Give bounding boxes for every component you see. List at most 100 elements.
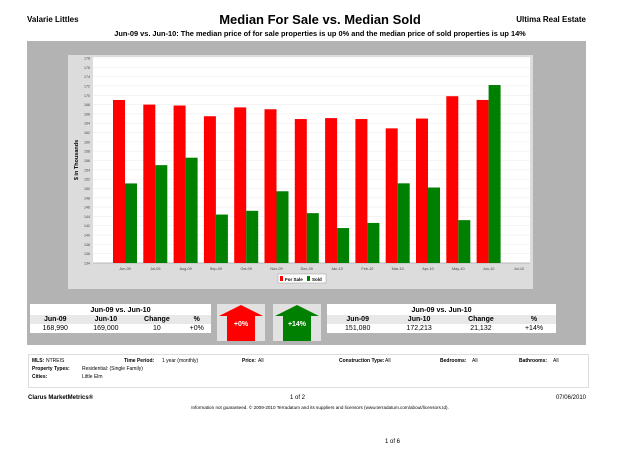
y-tick-label: 174 [84,75,90,79]
col-header: Jun-10 [80,315,132,324]
value: All [385,358,391,364]
col-header: Jun-09 [30,315,81,324]
value: 1 year (monthly) [162,358,199,364]
page-title: Median For Sale vs. Median Sold [219,12,421,27]
col-header: % [182,315,211,324]
bar-sold-Apr-10 [428,187,440,263]
bar-for-sale-Jun-10 [476,99,489,263]
y-tick-label: 138 [84,243,90,247]
sold-change-pct: +14% [288,321,307,328]
bar-sold-Jun-10 [488,85,501,263]
x-tick-label: Feb-10 [361,267,373,271]
label: Cities: [32,374,48,380]
up-arrow-icon: +14% [275,305,319,341]
bar-for-sale-Sep-09 [203,116,216,263]
x-tick-label: Aug-09 [179,267,191,271]
cell: 172,213 [406,325,432,332]
legend-swatch-for-sale [280,276,283,281]
bar-sold-Jul-09 [155,165,168,263]
label: Price: [242,358,256,364]
label: Bathrooms: [519,358,548,364]
bar-sold-Mar-10 [397,183,410,263]
bar-sold-Oct-09 [246,210,259,263]
col-header: Change [131,315,183,324]
x-tick-label: Jul-09 [150,267,160,271]
for-sale-summary-table: Jun-09 vs. Jun-10 Jun-09 Jun-10 Change% 16… [30,304,211,333]
y-tick-label: 142 [84,224,90,228]
brand: Clarus MarketMetrics® [28,395,94,401]
x-tick-label: Jun-10 [483,267,495,271]
y-tick-label: 148 [84,196,90,200]
sold-arrow-box: +14% [273,304,321,341]
y-tick-label: 172 [84,84,90,88]
y-tick-label: 152 [84,178,90,182]
bar-for-sale-Jan-10 [325,118,338,264]
page-subtitle: Jun-09 vs. Jun-10: The median price of f… [114,29,526,38]
bar-sold-Jan-10 [337,228,350,263]
sold-summary-table: Jun-09 vs. Jun-10 Jun-09 Jun-10 Change% 15… [327,304,556,333]
label: Property Types: [32,366,70,372]
y-tick-label: 158 [84,150,90,154]
x-tick-label: Apr-10 [422,267,433,271]
y-tick-label: 136 [84,252,90,256]
y-tick-label: 168 [84,103,90,107]
legend-swatch-sold [307,276,310,281]
value: All [472,358,478,364]
y-tick-label: 154 [84,168,90,172]
legend-sold: Sold [312,277,322,282]
x-tick-label: Sep-09 [210,267,222,271]
x-tick-label: Jan-10 [331,267,343,271]
cell: 169,000 [93,325,119,332]
x-tick-label: May-10 [452,267,465,271]
y-tick-label: 176 [84,66,90,70]
x-tick-label: Jun-09 [119,267,131,271]
cell: 168,990 [42,325,68,332]
document-page-number: 1 of 6 [385,439,401,445]
bar-sold-Feb-10 [367,222,380,263]
up-arrow-icon: +0% [219,305,263,341]
y-tick-label: 162 [84,131,90,135]
y-tick-label: 140 [84,234,90,238]
y-tick-label: 156 [84,159,90,163]
value: All [553,358,559,364]
bar-for-sale-May-10 [446,96,459,263]
y-tick-label: 166 [84,112,90,116]
cell: 21,132 [470,325,492,332]
x-tick-label: Oct-09 [240,267,251,271]
report-page-number: 1 of 2 [290,395,306,401]
bar-for-sale-Apr-10 [416,118,428,264]
for-sale-change-pct: +0% [234,321,249,328]
bar-sold-Nov-09 [276,191,289,263]
bar-sold-May-10 [458,220,471,263]
col-header: Change [449,315,513,324]
report-date: 07/06/2010 [555,395,586,401]
value: Residential: (Single Family) [82,366,143,372]
cell: 151,080 [345,325,371,332]
cell: 10 [152,325,161,332]
bar-sold-Sep-09 [215,214,228,263]
filter-criteria: MLS: NTREIS Time Period: 1 year (monthly) … [28,354,589,388]
bar-sold-Dec-09 [306,213,319,263]
y-tick-label: 134 [84,262,90,266]
x-tick-label: Dec-09 [301,267,313,271]
agent-name: Valarie Littles [27,15,79,24]
for-sale-heading: Jun-09 vs. Jun-10 [30,304,211,315]
bar-chart: 134 136 138 140 142 144 146 148 150 152 154 156 158 1… [74,57,530,284]
bar-for-sale-Jun-09 [113,99,125,263]
cell: +0% [189,325,204,332]
label: MLS: [32,358,45,364]
bar-for-sale-Dec-09 [294,119,307,263]
col-header: % [512,315,556,324]
disclaimer: Information not guaranteed. © 2009-2010 … [191,405,449,410]
x-tick-label: Jul-10 [514,267,524,271]
bar-for-sale-Feb-10 [355,119,368,263]
bar-for-sale-Oct-09 [234,107,247,264]
bar-sold-Aug-09 [185,157,198,263]
legend: For Sale Sold [277,273,327,284]
sold-heading: Jun-09 vs. Jun-10 [327,304,556,315]
y-tick-label: 144 [84,215,90,219]
value: Little Elm [82,374,103,380]
y-tick-label: 170 [84,94,90,98]
legend-for-sale: For Sale [285,277,303,282]
